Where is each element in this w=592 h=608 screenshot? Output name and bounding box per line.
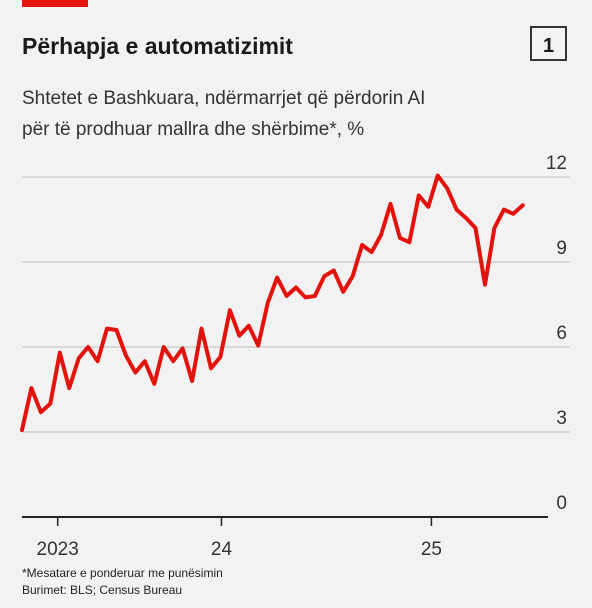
y-tick-label: 9 (556, 238, 567, 259)
y-tick-label: 6 (556, 323, 567, 344)
x-tick-label: 2023 (37, 539, 79, 560)
y-tick-label: 0 (556, 493, 567, 514)
y-tick-label: 12 (546, 153, 567, 174)
source: Burimet: BLS; Census Bureau (22, 583, 182, 597)
subtitle: për të prodhuar mallra dhe shërbime*, % (22, 119, 364, 140)
red-tag (22, 0, 88, 7)
line (20, 173, 525, 432)
y-tick-label: 3 (556, 408, 567, 429)
subtitle: Shtetet e Bashkuara, ndërmarrjet që përd… (22, 88, 425, 109)
x-tick-label: 25 (421, 539, 442, 560)
badge-box (530, 26, 567, 61)
x-tick-label: 24 (211, 539, 233, 560)
footnote: *Mesatare e ponderuar me punësimin (22, 566, 223, 580)
chart-title: Përhapja e automatizimit (22, 33, 293, 59)
badge: 1 (543, 35, 554, 57)
